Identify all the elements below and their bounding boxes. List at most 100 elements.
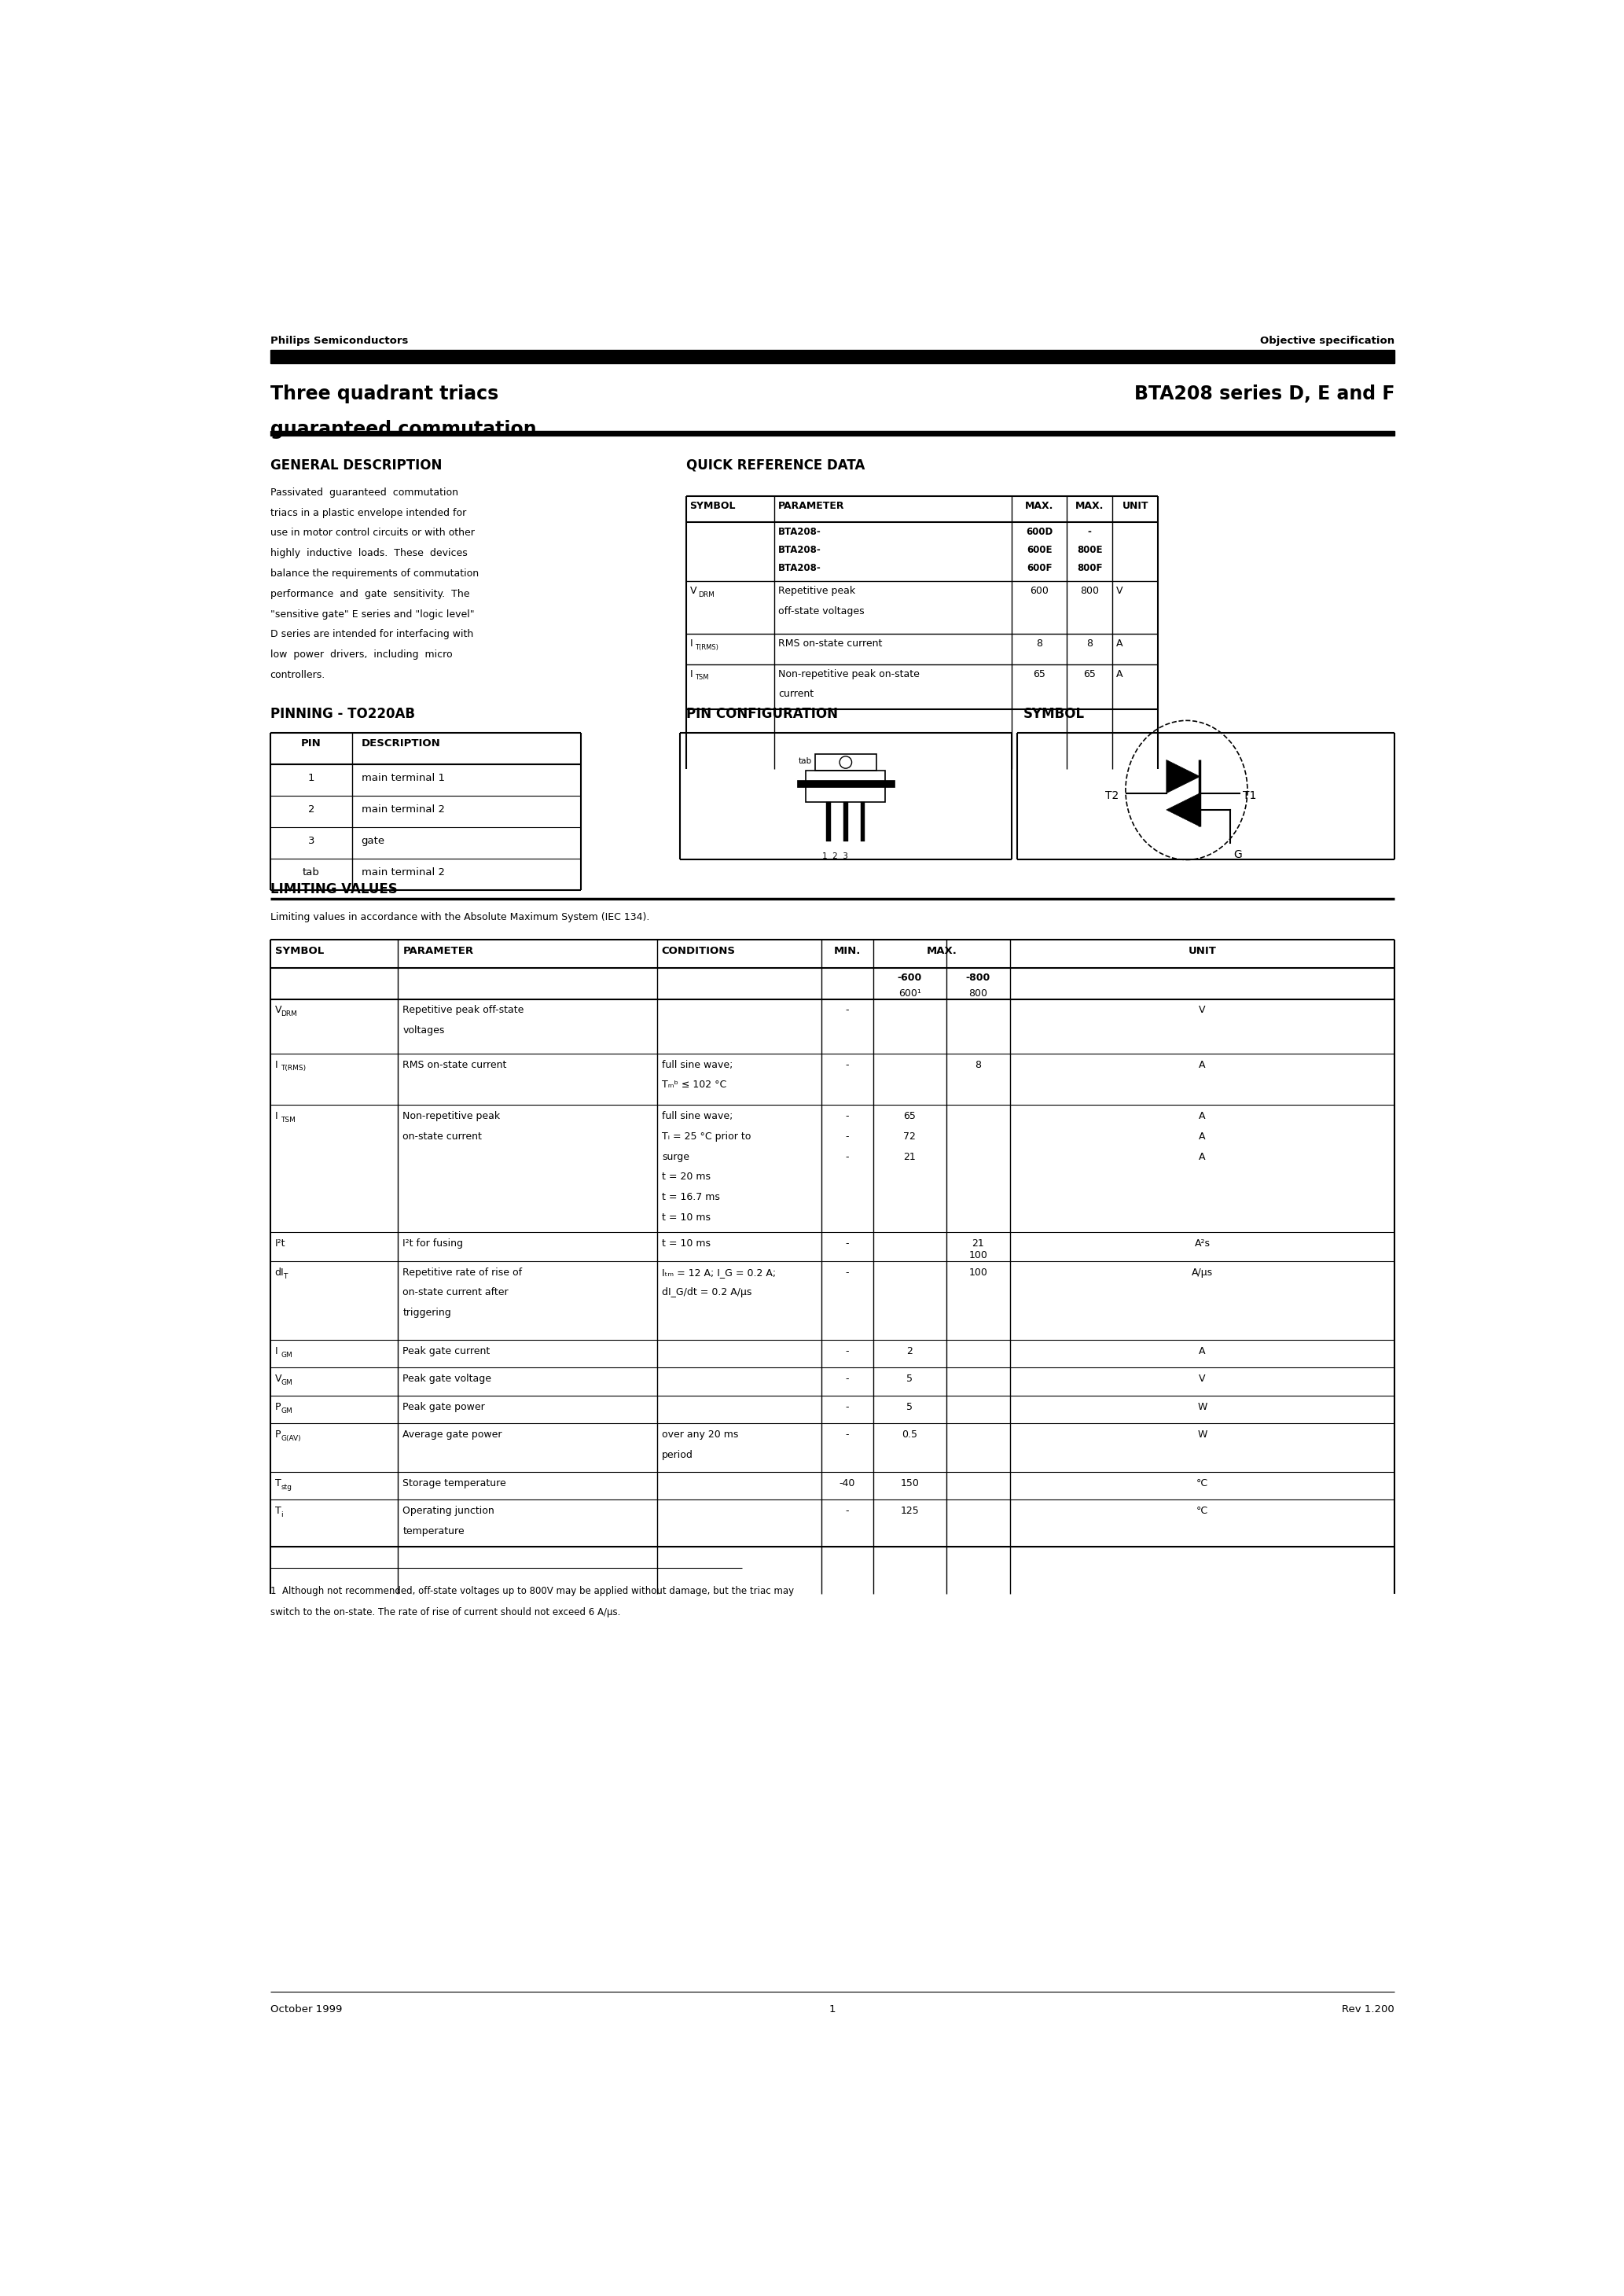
Text: dI: dI <box>274 1267 284 1277</box>
Text: 21
100: 21 100 <box>970 1238 987 1261</box>
Text: current: current <box>778 689 814 700</box>
Text: off-state voltages: off-state voltages <box>778 606 864 615</box>
Text: 2: 2 <box>906 1345 913 1357</box>
Text: 150: 150 <box>900 1479 919 1488</box>
Text: over any 20 ms: over any 20 ms <box>661 1430 739 1440</box>
Text: i: i <box>281 1511 283 1518</box>
Text: triggering: triggering <box>403 1309 451 1318</box>
Text: G(AV): G(AV) <box>281 1435 300 1442</box>
Text: 1  Although not recommended, off-state voltages up to 800V may be applied withou: 1 Although not recommended, off-state vo… <box>270 1587 794 1596</box>
Text: W: W <box>1197 1401 1207 1412</box>
Text: switch to the on-state. The rate of rise of current should not exceed 6 A/μs.: switch to the on-state. The rate of rise… <box>270 1607 620 1619</box>
Text: 800F: 800F <box>1077 563 1103 574</box>
Text: RMS on-state current: RMS on-state current <box>403 1058 507 1070</box>
Text: guaranteed commutation: guaranteed commutation <box>270 420 536 439</box>
Text: 1: 1 <box>309 771 315 783</box>
Text: T2: T2 <box>1106 790 1119 801</box>
Text: I: I <box>690 668 692 680</box>
Text: -: - <box>846 1430 849 1440</box>
Text: V: V <box>1116 585 1122 597</box>
Text: main terminal 2: main terminal 2 <box>362 804 445 815</box>
Text: Objective specification: Objective specification <box>1260 335 1395 347</box>
Text: A/μs: A/μs <box>1192 1267 1213 1277</box>
Text: full sine wave;: full sine wave; <box>661 1058 732 1070</box>
Text: DRM: DRM <box>281 1010 297 1017</box>
Text: October 1999: October 1999 <box>270 2004 341 2014</box>
Text: A: A <box>1199 1058 1205 1070</box>
Text: -: - <box>846 1006 849 1015</box>
Text: UNIT: UNIT <box>1189 946 1216 955</box>
Text: Non-repetitive peak on-state: Non-repetitive peak on-state <box>778 668 919 680</box>
Text: use in motor control circuits or with other: use in motor control circuits or with ot… <box>270 528 474 537</box>
Text: -: - <box>846 1506 849 1515</box>
Text: Tᵢ = 25 °C prior to: Tᵢ = 25 °C prior to <box>661 1132 750 1141</box>
Text: V: V <box>274 1373 281 1384</box>
Text: 800: 800 <box>970 990 987 999</box>
Text: Peak gate power: Peak gate power <box>403 1401 486 1412</box>
Text: tab: tab <box>302 868 320 877</box>
Text: T: T <box>274 1506 281 1515</box>
Text: SYMBOL: SYMBOL <box>690 501 736 512</box>
Text: I²t: I²t <box>274 1238 286 1249</box>
Text: PINNING - TO220AB: PINNING - TO220AB <box>270 707 414 721</box>
Text: A: A <box>1199 1345 1205 1357</box>
Text: A²s: A²s <box>1195 1238 1210 1249</box>
Text: 800E: 800E <box>1077 544 1103 556</box>
Text: -: - <box>846 1132 849 1141</box>
Text: Repetitive peak: Repetitive peak <box>778 585 856 597</box>
Text: -: - <box>846 1267 849 1277</box>
Text: 0.5: 0.5 <box>901 1430 918 1440</box>
Bar <box>270 432 1395 436</box>
Text: 72: 72 <box>903 1132 916 1141</box>
Text: A: A <box>1199 1132 1205 1141</box>
Bar <box>861 801 866 843</box>
Text: MIN.: MIN. <box>833 946 861 955</box>
Text: MAX.: MAX. <box>1075 501 1104 512</box>
Text: -: - <box>846 1373 849 1384</box>
Text: Repetitive peak off-state: Repetitive peak off-state <box>403 1006 525 1015</box>
Text: T: T <box>284 1272 287 1279</box>
Text: BTA208-: BTA208- <box>778 563 822 574</box>
Text: I: I <box>274 1345 278 1357</box>
Text: D series are intended for interfacing with: D series are intended for interfacing wi… <box>270 629 473 641</box>
Text: balance the requirements of commutation: balance the requirements of commutation <box>270 569 479 579</box>
Bar <box>827 801 831 843</box>
Text: 65: 65 <box>1033 668 1046 680</box>
Text: GM: GM <box>281 1380 292 1387</box>
Text: A: A <box>1199 1153 1205 1162</box>
Text: Repetitive rate of rise of: Repetitive rate of rise of <box>403 1267 523 1277</box>
Text: DRM: DRM <box>698 590 715 597</box>
Text: surge: surge <box>661 1153 689 1162</box>
Text: T(RMS): T(RMS) <box>695 643 718 650</box>
Text: Philips Semiconductors: Philips Semiconductors <box>270 335 408 347</box>
Text: 3: 3 <box>309 836 315 845</box>
Text: 21: 21 <box>903 1153 916 1162</box>
Text: controllers.: controllers. <box>270 670 325 680</box>
Text: Limiting values in accordance with the Absolute Maximum System (IEC 134).: Limiting values in accordance with the A… <box>270 912 650 923</box>
Text: T: T <box>274 1479 281 1488</box>
Text: low  power  drivers,  including  micro: low power drivers, including micro <box>270 650 451 659</box>
Text: 600¹: 600¹ <box>898 990 921 999</box>
Text: PIN CONFIGURATION: PIN CONFIGURATION <box>685 707 838 721</box>
Text: Non-repetitive peak: Non-repetitive peak <box>403 1111 500 1120</box>
Text: voltages: voltages <box>403 1026 445 1035</box>
Text: RMS on-state current: RMS on-state current <box>778 638 882 650</box>
Text: T1: T1 <box>1242 790 1257 801</box>
Text: temperature: temperature <box>403 1527 464 1536</box>
Text: BTA208-: BTA208- <box>778 544 822 556</box>
Text: 65: 65 <box>903 1111 916 1120</box>
Text: Three quadrant triacs: Three quadrant triacs <box>270 383 499 404</box>
Text: BTA208-: BTA208- <box>778 526 822 537</box>
Text: on-state current after: on-state current after <box>403 1288 508 1297</box>
Text: 5: 5 <box>906 1373 913 1384</box>
Bar <box>806 771 885 801</box>
Text: highly  inductive  loads.  These  devices: highly inductive loads. These devices <box>270 549 468 558</box>
Text: UNIT: UNIT <box>1122 501 1148 512</box>
Text: A: A <box>1116 638 1122 650</box>
Text: P: P <box>274 1401 281 1412</box>
Text: Iₜₘ = 12 A; I_G = 0.2 A;: Iₜₘ = 12 A; I_G = 0.2 A; <box>661 1267 776 1277</box>
Text: MAX.: MAX. <box>926 946 957 955</box>
Text: Storage temperature: Storage temperature <box>403 1479 507 1488</box>
Text: 600E: 600E <box>1026 544 1052 556</box>
Text: TSM: TSM <box>281 1116 296 1123</box>
